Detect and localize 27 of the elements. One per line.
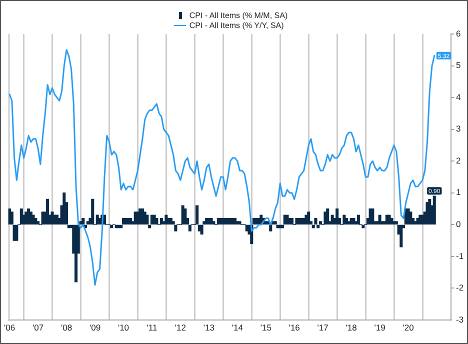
x-tick-label: '19 bbox=[374, 322, 386, 332]
x-tick-label: '07 bbox=[32, 322, 44, 332]
x-tick-label: '09 bbox=[89, 322, 101, 332]
y-tick-label: 6 bbox=[456, 28, 461, 38]
y-tick-label: 0 bbox=[456, 219, 461, 230]
x-tick-label: '20 bbox=[402, 322, 414, 332]
x-tick-label: '08 bbox=[60, 322, 72, 332]
x-tick-label: '10 bbox=[118, 322, 130, 332]
x-tick-label: '11 bbox=[146, 322, 158, 332]
x-tick-label: '17 bbox=[317, 322, 329, 332]
y-tick-label: 1 bbox=[456, 187, 461, 198]
legend-label: CPI - All Items (% Y/Y, SA) bbox=[189, 20, 284, 30]
y-tick-label: -2 bbox=[456, 282, 464, 293]
y-tick-label: -3 bbox=[456, 314, 464, 324]
x-tick-label: '18 bbox=[346, 322, 358, 332]
y-tick-label: 3 bbox=[456, 124, 461, 134]
legend-label: CPI - All Items (% M/M, SA) bbox=[189, 11, 288, 20]
x-tick-label: '14 bbox=[232, 322, 244, 332]
y-tick-label: 2 bbox=[456, 155, 461, 166]
y-tick-label: 4 bbox=[456, 92, 461, 102]
x-tick-label: '12 bbox=[174, 322, 186, 332]
x-tick-label: '06 bbox=[4, 322, 16, 332]
x-tick-label: '15 bbox=[260, 322, 272, 332]
x-tick-label: '13 bbox=[203, 322, 215, 332]
x-tick-label: '16 bbox=[288, 322, 300, 332]
y-tick-label: -1 bbox=[456, 250, 464, 261]
y-tick-label: 5 bbox=[456, 60, 461, 70]
